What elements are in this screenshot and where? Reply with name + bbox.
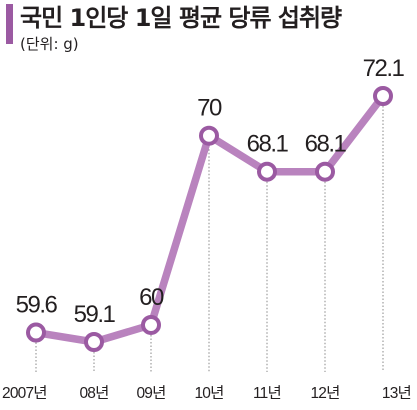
data-point-2 (141, 314, 161, 335)
x-tick-label-0: 2007년 (2, 384, 47, 402)
data-point-4 (257, 161, 277, 182)
x-tick-label-5: 12년 (310, 384, 339, 402)
data-point-3 (199, 125, 219, 146)
unit-label: (단위: g) (20, 35, 79, 53)
x-tick-label-3: 10년 (194, 384, 223, 402)
value-label-3: 70 (197, 95, 222, 122)
value-label-4: 68.1 (247, 131, 289, 158)
value-label-1: 59.1 (74, 301, 116, 328)
chart-title: 국민 1인당 1일 평균 당류 섭취량 (20, 4, 342, 32)
data-point-5 (315, 161, 335, 182)
data-point-6 (373, 86, 393, 106)
x-tick-label-4: 11년 (253, 384, 281, 402)
value-label-0: 59.6 (16, 292, 58, 319)
data-point-1 (84, 332, 104, 352)
x-tick-label-1: 08년 (79, 384, 108, 402)
value-label-5: 68.1 (305, 131, 347, 158)
x-tick-label-2: 09년 (136, 384, 165, 402)
title-accent-bar (6, 4, 13, 44)
data-point-0 (26, 322, 46, 343)
value-label-2: 60 (139, 284, 164, 311)
value-label-6: 72.1 (363, 55, 405, 82)
x-tick-label-6: 13년 (382, 384, 411, 402)
